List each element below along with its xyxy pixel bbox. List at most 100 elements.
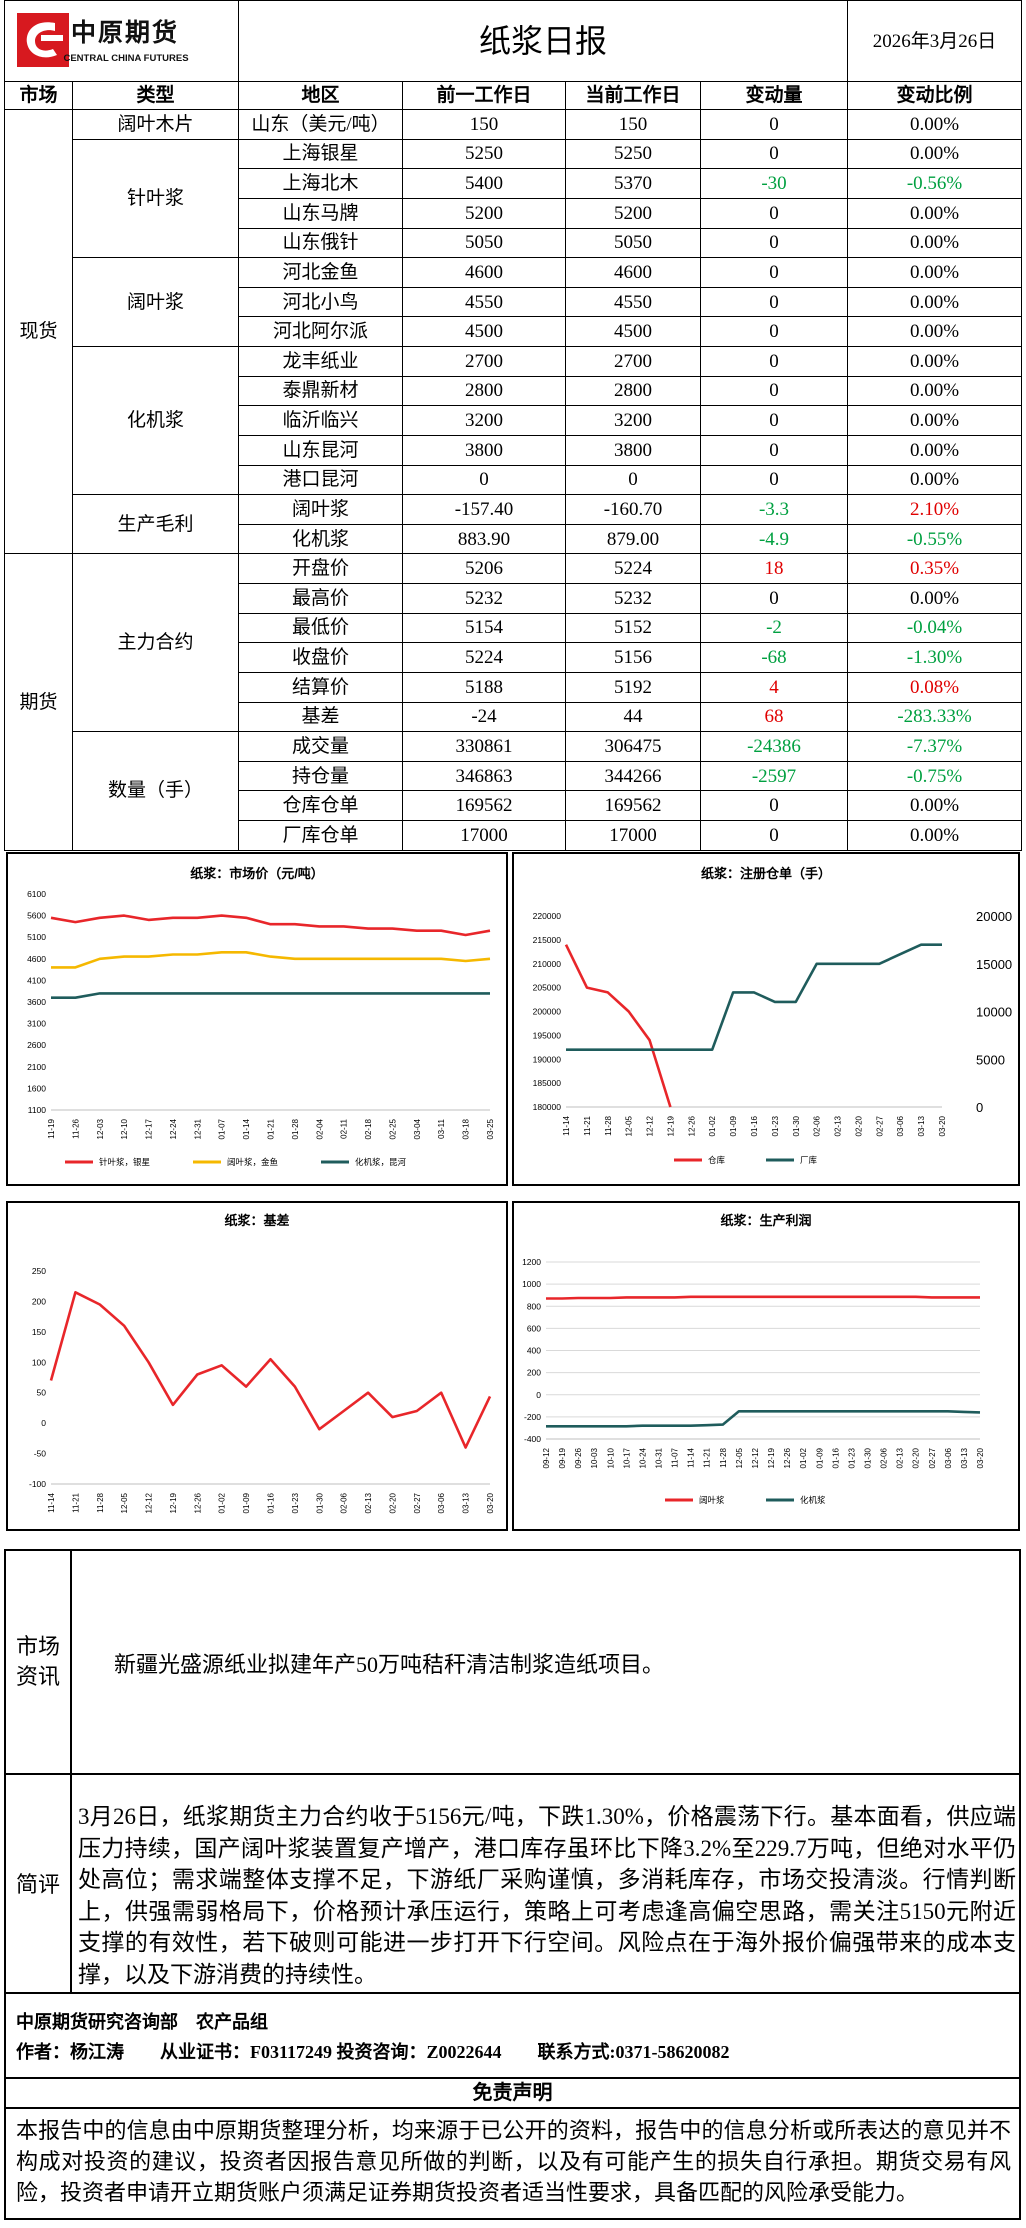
- x-tick-label: 12-26: [193, 1492, 202, 1513]
- y-tick-label: -50: [34, 1449, 47, 1459]
- x-tick-label: 12-05: [735, 1447, 744, 1468]
- column-header: 变动比例: [847, 81, 1023, 110]
- x-tick-label: 01-23: [847, 1447, 856, 1468]
- value-cell: 5224: [565, 553, 701, 584]
- x-tick-label: 03-11: [437, 1118, 446, 1138]
- series-line: [50, 914, 491, 937]
- x-tick-label: 02-06: [813, 1115, 822, 1136]
- x-tick-label: 12-05: [120, 1492, 129, 1513]
- x-tick-label: 12-31: [193, 1118, 202, 1139]
- series-line: [51, 951, 491, 969]
- value-cell: -2597: [699, 760, 849, 792]
- value-cell: 169562: [402, 790, 566, 821]
- series-line: [51, 992, 490, 999]
- x-tick-label: 12-19: [666, 1115, 675, 1136]
- x-tick-label: 01-30: [792, 1115, 801, 1136]
- x-tick-label: 12-19: [767, 1447, 776, 1468]
- data-row: 仓库仓单 169562 169562 0 0.00%: [5, 790, 1023, 821]
- x-tick-label: 10-31: [655, 1447, 664, 1468]
- value-cell: -1.30%: [847, 642, 1023, 673]
- value-cell: 5192: [565, 671, 701, 703]
- value-cell: 0: [699, 227, 849, 259]
- x-tick-label: 01-16: [831, 1447, 840, 1468]
- value-cell: -0.56%: [847, 168, 1023, 199]
- x-tick-label: 12-17: [145, 1118, 154, 1139]
- x-tick-label: 11-21: [583, 1115, 592, 1135]
- y-tick-label: 1000: [522, 1279, 541, 1289]
- column-header: 前一工作日: [402, 81, 566, 110]
- x-tick-label: 01-09: [242, 1492, 251, 1513]
- table: 中原期货 CENTRAL CHINA FUTURES 纸浆日报 2026年3月26日市…: [4, 0, 1023, 851]
- y-tick-label: 250: [32, 1266, 46, 1276]
- value-cell: 5232: [565, 583, 701, 614]
- value-cell: 18: [699, 553, 849, 584]
- data-row: 最低价 5154 5152 -2 -0.04%: [5, 612, 1023, 644]
- x-tick-label: 12-12: [646, 1115, 655, 1136]
- region-cell: 基差: [238, 701, 403, 733]
- y-tick-label: 185000: [533, 1078, 562, 1088]
- type-cell: 生产毛利: [72, 494, 239, 555]
- x-tick-label: 12-19: [169, 1492, 178, 1513]
- value-cell: 2.10%: [847, 494, 1023, 525]
- value-cell: 0: [699, 286, 849, 318]
- footer-dept: 中原期货研究咨询部 农产品组: [16, 2012, 268, 2032]
- value-cell: 4550: [565, 286, 701, 318]
- review-label: 简评: [6, 1773, 72, 1992]
- y2-tick-label: 15000: [976, 957, 1012, 972]
- logo-cell: 中原期货 CENTRAL CHINA FUTURES: [4, 0, 239, 82]
- y-tick-label: 3600: [27, 997, 46, 1007]
- series-line: [546, 1410, 981, 1428]
- x-tick-label: 12-24: [169, 1118, 178, 1139]
- region-cell: 河北金鱼: [238, 257, 403, 288]
- y-tick-label: 2600: [27, 1040, 46, 1050]
- disclaimer-section: 本报告中的信息由中原期货整理分析，均来源于已公开的资料，报告中的信息分析或所表达…: [4, 2107, 1021, 2220]
- x-tick-label: 02-13: [364, 1492, 373, 1513]
- y2-tick-label: 10000: [976, 1005, 1012, 1020]
- value-cell: -68: [699, 642, 849, 673]
- x-tick-label: 02-18: [364, 1118, 373, 1139]
- data-row: 厂库仓单 17000 17000 0 0.00%: [5, 820, 1023, 851]
- column-header-row: 市场 类型 地区 前一工作日 当前工作日 变动量 变动比例: [4, 81, 1023, 110]
- value-cell: 5250: [402, 138, 566, 170]
- value-cell: 0: [699, 197, 849, 229]
- x-tick-label: 11-14: [47, 1492, 56, 1512]
- x-tick-label: 01-30: [315, 1492, 324, 1513]
- x-tick-label: 03-06: [896, 1115, 905, 1136]
- data-row: 数量（手） 成交量 330861 306475 -24386 -7.37%: [5, 731, 1023, 851]
- legend-label: 化机浆，昆河: [355, 1157, 407, 1167]
- value-cell: -157.40: [402, 494, 566, 525]
- x-tick-label: 03-13: [960, 1447, 969, 1468]
- region-cell: 山东马牌: [238, 197, 403, 229]
- value-cell: 0: [699, 109, 849, 140]
- y2-tick-label: 20000: [976, 909, 1012, 924]
- value-cell: 0.00%: [847, 405, 1023, 436]
- value-cell: -7.37%: [847, 731, 1023, 762]
- value-cell: 44: [565, 701, 701, 733]
- x-tick-label: 01-02: [708, 1115, 717, 1136]
- column-header: 变动量: [699, 81, 849, 110]
- y-tick-label: 1200: [522, 1257, 541, 1267]
- y-tick-label: 4100: [27, 975, 46, 985]
- x-tick-label: 01-09: [729, 1115, 738, 1136]
- chart-panel: 纸浆：市场价（元/吨） 1100 1600 2100 2600 3100 3600 4100 4…: [6, 852, 508, 1186]
- chart-panel: 纸浆：生产利润 -400 -200 0 200 400 600 800 1000 1200 09-1…: [512, 1201, 1020, 1531]
- value-cell: 2800: [402, 375, 566, 407]
- news-label: 市场资讯: [15, 1634, 60, 1689]
- disclaimer-title: 免责声明: [4, 2077, 1021, 2109]
- type-cell: 阔叶浆: [72, 257, 239, 347]
- data-row: 持仓量 346863 344266 -2597 -0.75%: [5, 760, 1023, 792]
- value-cell: -283.33%: [847, 701, 1023, 733]
- value-cell: 5200: [402, 197, 566, 229]
- region-cell: 持仓量: [238, 760, 403, 792]
- value-cell: 0: [699, 257, 849, 288]
- y-tick-label: 50: [37, 1388, 47, 1398]
- value-cell: 4: [699, 671, 849, 703]
- chart-title: 纸浆：基差: [224, 1213, 289, 1228]
- value-cell: 0.00%: [847, 316, 1023, 347]
- x-tick-label: 03-06: [944, 1447, 953, 1468]
- value-cell: 330861: [402, 731, 566, 762]
- chart-title: 纸浆：注册仓单（手）: [701, 866, 831, 881]
- report-date: 2026年3月26日: [847, 0, 1023, 82]
- x-tick-label: 01-21: [267, 1118, 276, 1139]
- news-text: 新疆光盛源纸业拟建年产50万吨秸秆清洁制浆造纸项目。: [114, 1652, 665, 1677]
